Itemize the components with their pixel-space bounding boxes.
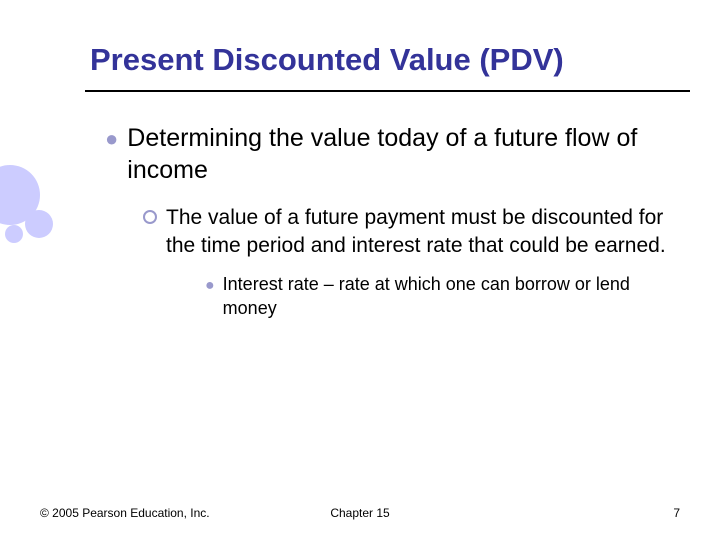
footer-chapter: Chapter 15 <box>40 506 680 520</box>
bullet-level-1: ● Determining the value today of a futur… <box>105 122 670 186</box>
bullet-level-3: ● Interest rate – rate at which one can … <box>205 273 670 321</box>
circle-bullet-icon <box>143 210 157 224</box>
footer: © 2005 Pearson Education, Inc. Chapter 1… <box>40 506 680 520</box>
disc-bullet-icon: ● <box>105 125 118 186</box>
deco-circle-2 <box>25 210 53 238</box>
slide-title: Present Discounted Value (PDV) <box>90 42 680 78</box>
bullet-l1-text: Determining the value today of a future … <box>127 122 670 186</box>
deco-circle-3 <box>5 225 23 243</box>
bullet-l3-text: Interest rate – rate at which one can bo… <box>223 273 670 321</box>
small-disc-bullet-icon: ● <box>205 275 215 321</box>
content-area: ● Determining the value today of a futur… <box>105 122 670 321</box>
title-rule <box>85 90 690 92</box>
slide: Present Discounted Value (PDV) ● Determi… <box>0 0 720 540</box>
bullet-l2-text: The value of a future payment must be di… <box>166 204 670 259</box>
bullet-level-2: The value of a future payment must be di… <box>143 204 670 259</box>
